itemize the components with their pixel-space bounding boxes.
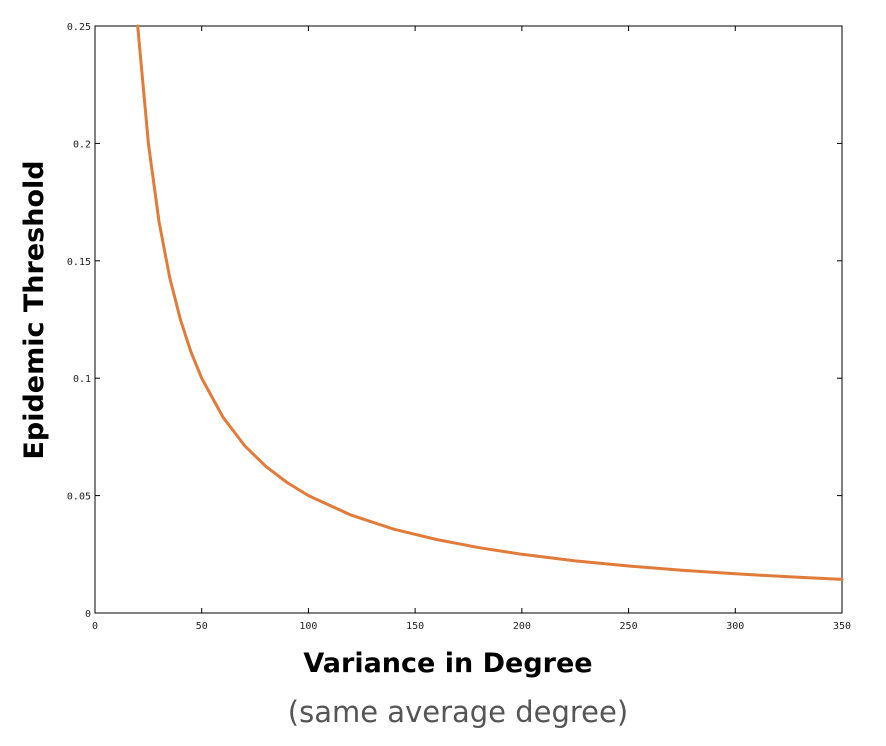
plot-frame bbox=[94, 25, 843, 614]
x-tick-label: 300 bbox=[726, 621, 744, 632]
x-tick-label: 250 bbox=[620, 621, 638, 632]
x-tick-label: 0 bbox=[92, 621, 98, 632]
tick-labels-layer: 0 50 100 150 200 250 300 350 0 0.05 0.1 0.15 0.2 0.25 bbox=[67, 22, 851, 632]
x-tick-label: 350 bbox=[833, 621, 851, 632]
y-tick-label: 0.2 bbox=[73, 139, 91, 150]
y-tick-label: 0.1 bbox=[73, 374, 91, 385]
y-tick-label: 0 bbox=[85, 609, 91, 620]
x-tick-label: 50 bbox=[196, 621, 208, 632]
x-tick-label: 200 bbox=[513, 621, 531, 632]
y-tick-label: 0.05 bbox=[67, 492, 91, 503]
series-line bbox=[136, 24, 844, 581]
x-axis-title: Variance in Degree bbox=[303, 648, 592, 679]
x-tick-label: 100 bbox=[299, 621, 317, 632]
y-tick-label: 0.15 bbox=[67, 257, 91, 268]
x-axis-subtitle: (same average degree) bbox=[288, 695, 628, 729]
x-tick-label: 150 bbox=[406, 621, 424, 632]
y-tick-label: 0.25 bbox=[67, 22, 91, 33]
ticks-layer bbox=[94, 25, 843, 614]
y-axis-title: Epidemic Threshold bbox=[19, 160, 50, 459]
series-layer bbox=[136, 24, 844, 581]
